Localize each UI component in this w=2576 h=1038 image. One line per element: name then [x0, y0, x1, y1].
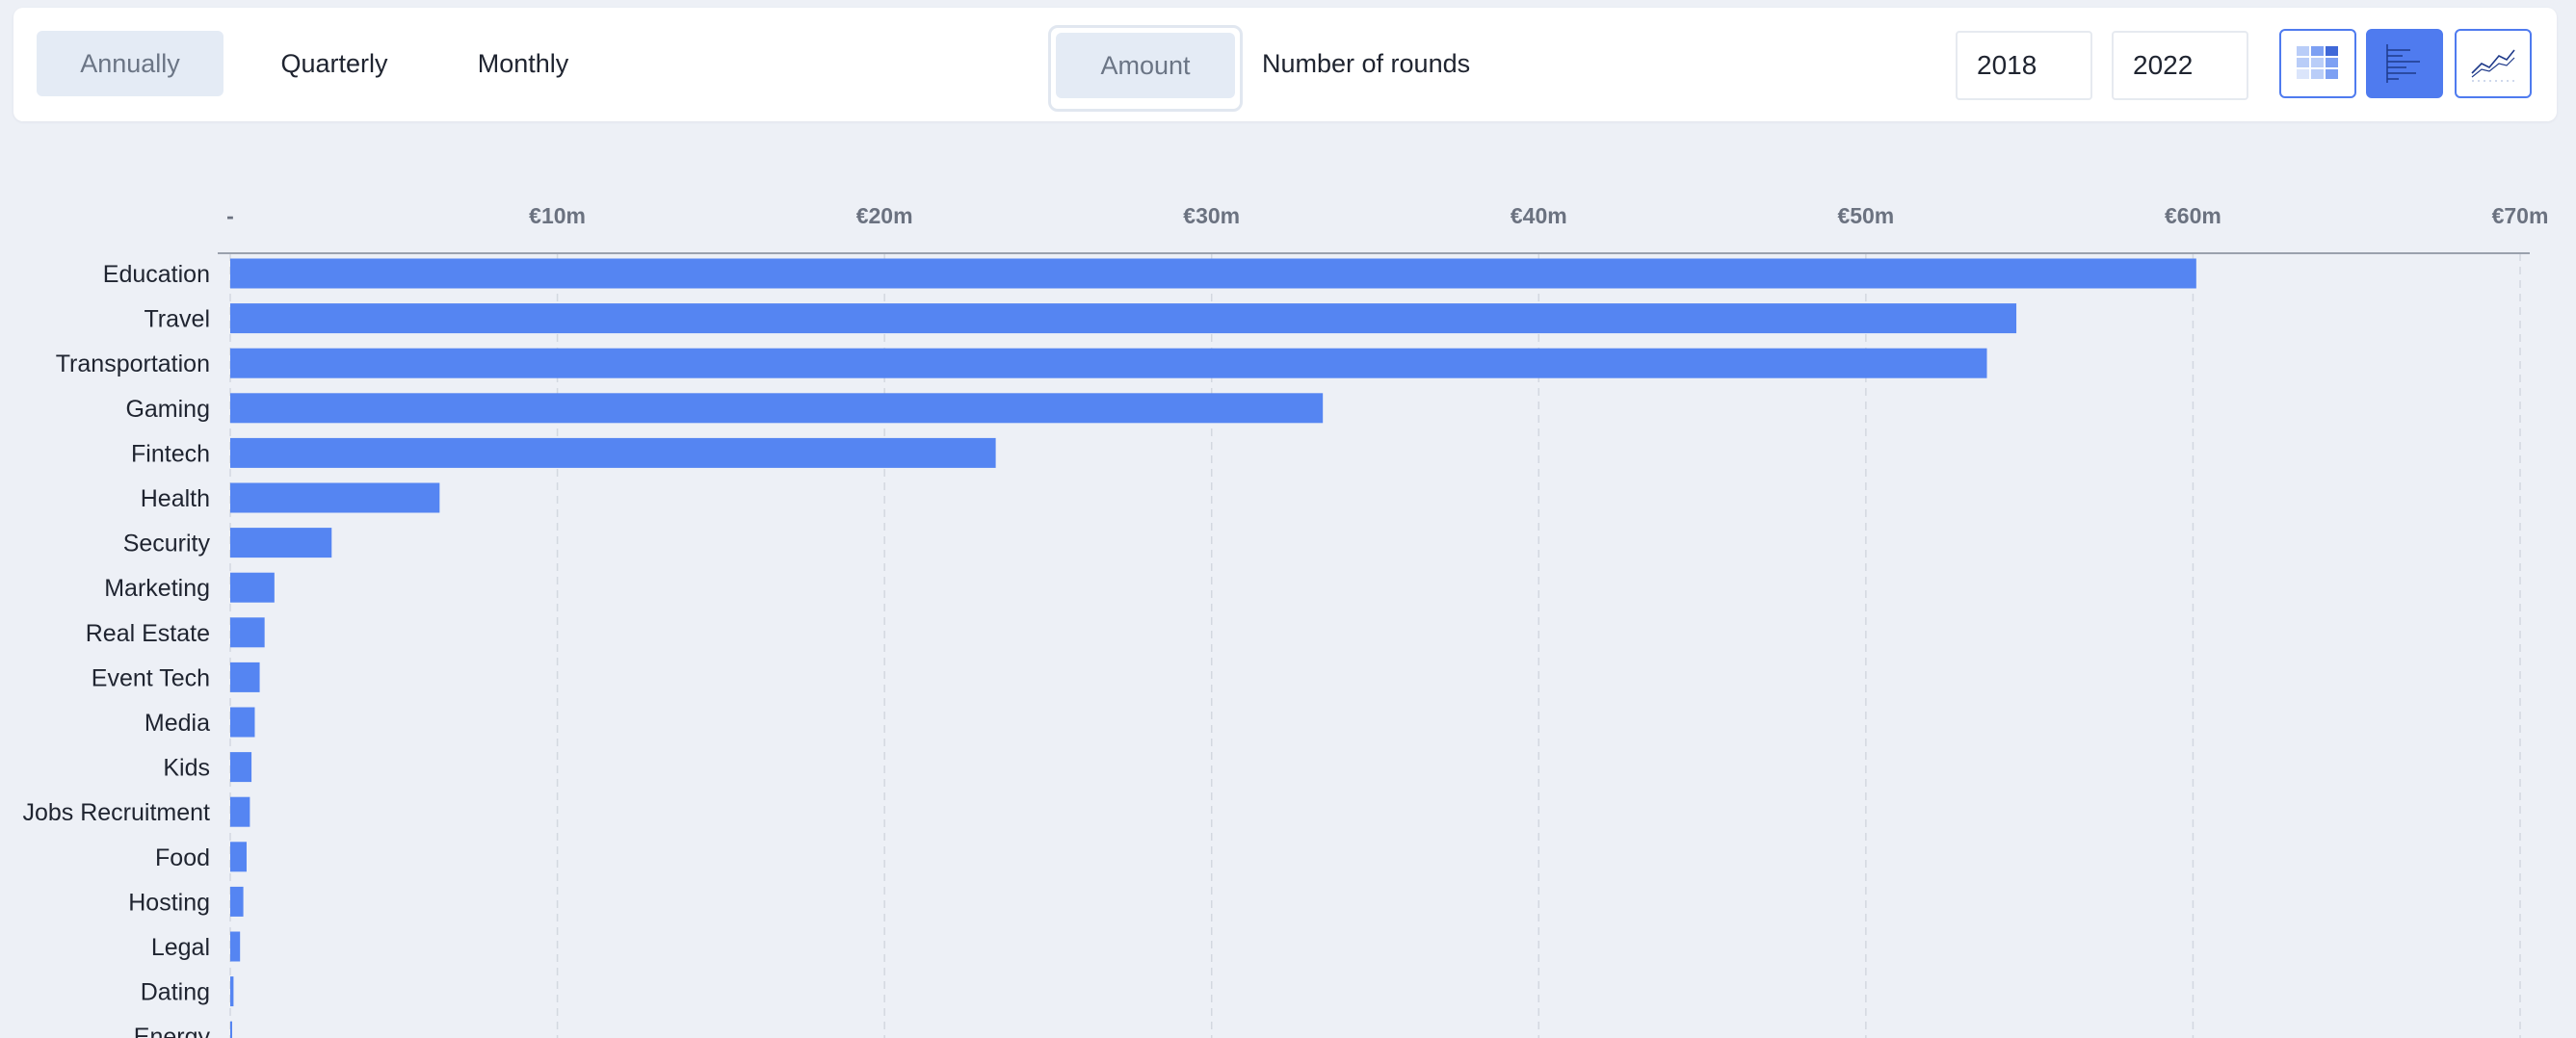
bar[interactable]	[230, 886, 244, 917]
metric-tab-amount[interactable]: Amount	[1056, 33, 1235, 98]
x-tick-label: €70m	[2492, 203, 2549, 228]
category-label: Kids	[163, 755, 210, 782]
bar[interactable]	[230, 348, 1987, 378]
category-label: Real Estate	[86, 620, 210, 647]
year-from-select[interactable]: 2018	[1956, 31, 2092, 100]
x-tick-label: €20m	[856, 203, 913, 228]
bar[interactable]	[230, 931, 241, 962]
period-tab-quarterly[interactable]: Quarterly	[280, 48, 388, 78]
bar[interactable]	[230, 707, 255, 738]
bar[interactable]	[230, 437, 996, 468]
line-chart-icon	[2471, 49, 2515, 82]
bar[interactable]	[230, 662, 260, 692]
period-tab-annually[interactable]: Annually	[37, 31, 223, 96]
amount-tab-focus-ring	[1048, 25, 1243, 112]
category-label: Media	[145, 710, 210, 737]
year-to-select[interactable]: 2022	[2112, 31, 2248, 100]
x-tick-label: €30m	[1183, 203, 1240, 228]
bar[interactable]	[230, 1021, 232, 1038]
bar-view-button[interactable]	[2366, 29, 2443, 98]
bar[interactable]	[230, 303, 2017, 334]
category-label: Jobs Recruitment	[22, 799, 210, 826]
bar[interactable]	[230, 752, 252, 783]
bar[interactable]	[230, 617, 265, 648]
category-label: Event Tech	[92, 664, 210, 691]
bar-chart-icon	[2386, 44, 2420, 83]
x-tick-label: €10m	[529, 203, 586, 228]
category-label: Travel	[144, 306, 210, 333]
period-tab-monthly[interactable]: Monthly	[477, 48, 569, 78]
category-label: Education	[103, 261, 210, 288]
metric-tab-number-of-rounds[interactable]: Number of rounds	[1262, 48, 1471, 78]
toolbar: Annually Quarterly Monthly Amount Number…	[13, 8, 2557, 121]
category-label: Security	[123, 531, 211, 558]
category-label: Energy	[134, 1024, 211, 1038]
x-tick-label: €50m	[1837, 203, 1894, 228]
bar[interactable]	[230, 572, 275, 603]
category-label: Hosting	[128, 889, 210, 916]
line-view-button[interactable]	[2455, 29, 2532, 98]
category-label: Dating	[141, 979, 210, 1006]
x-tick-label: €60m	[2165, 203, 2221, 228]
table-grid-icon	[2297, 46, 2338, 79]
table-view-button[interactable]	[2279, 29, 2356, 98]
bar[interactable]	[230, 842, 247, 872]
category-label: Gaming	[125, 396, 210, 423]
category-label: Health	[141, 485, 210, 512]
bar[interactable]	[230, 796, 250, 827]
bar-chart: - €10m €20m €30m €40m €50m €60m €70m Education Tr…	[22, 203, 2549, 1038]
bar[interactable]	[230, 976, 234, 1007]
category-label: Legal	[151, 934, 210, 961]
x-tick-label: €40m	[1511, 203, 1567, 228]
category-label: Marketing	[104, 575, 210, 602]
category-label: Fintech	[131, 440, 210, 467]
bar[interactable]	[230, 482, 440, 513]
x-tick-label: -	[226, 203, 234, 228]
category-label: Transportation	[56, 350, 210, 377]
bar[interactable]	[230, 393, 1324, 424]
bar[interactable]	[230, 528, 332, 558]
bar[interactable]	[230, 258, 2196, 289]
category-label: Food	[155, 844, 210, 871]
